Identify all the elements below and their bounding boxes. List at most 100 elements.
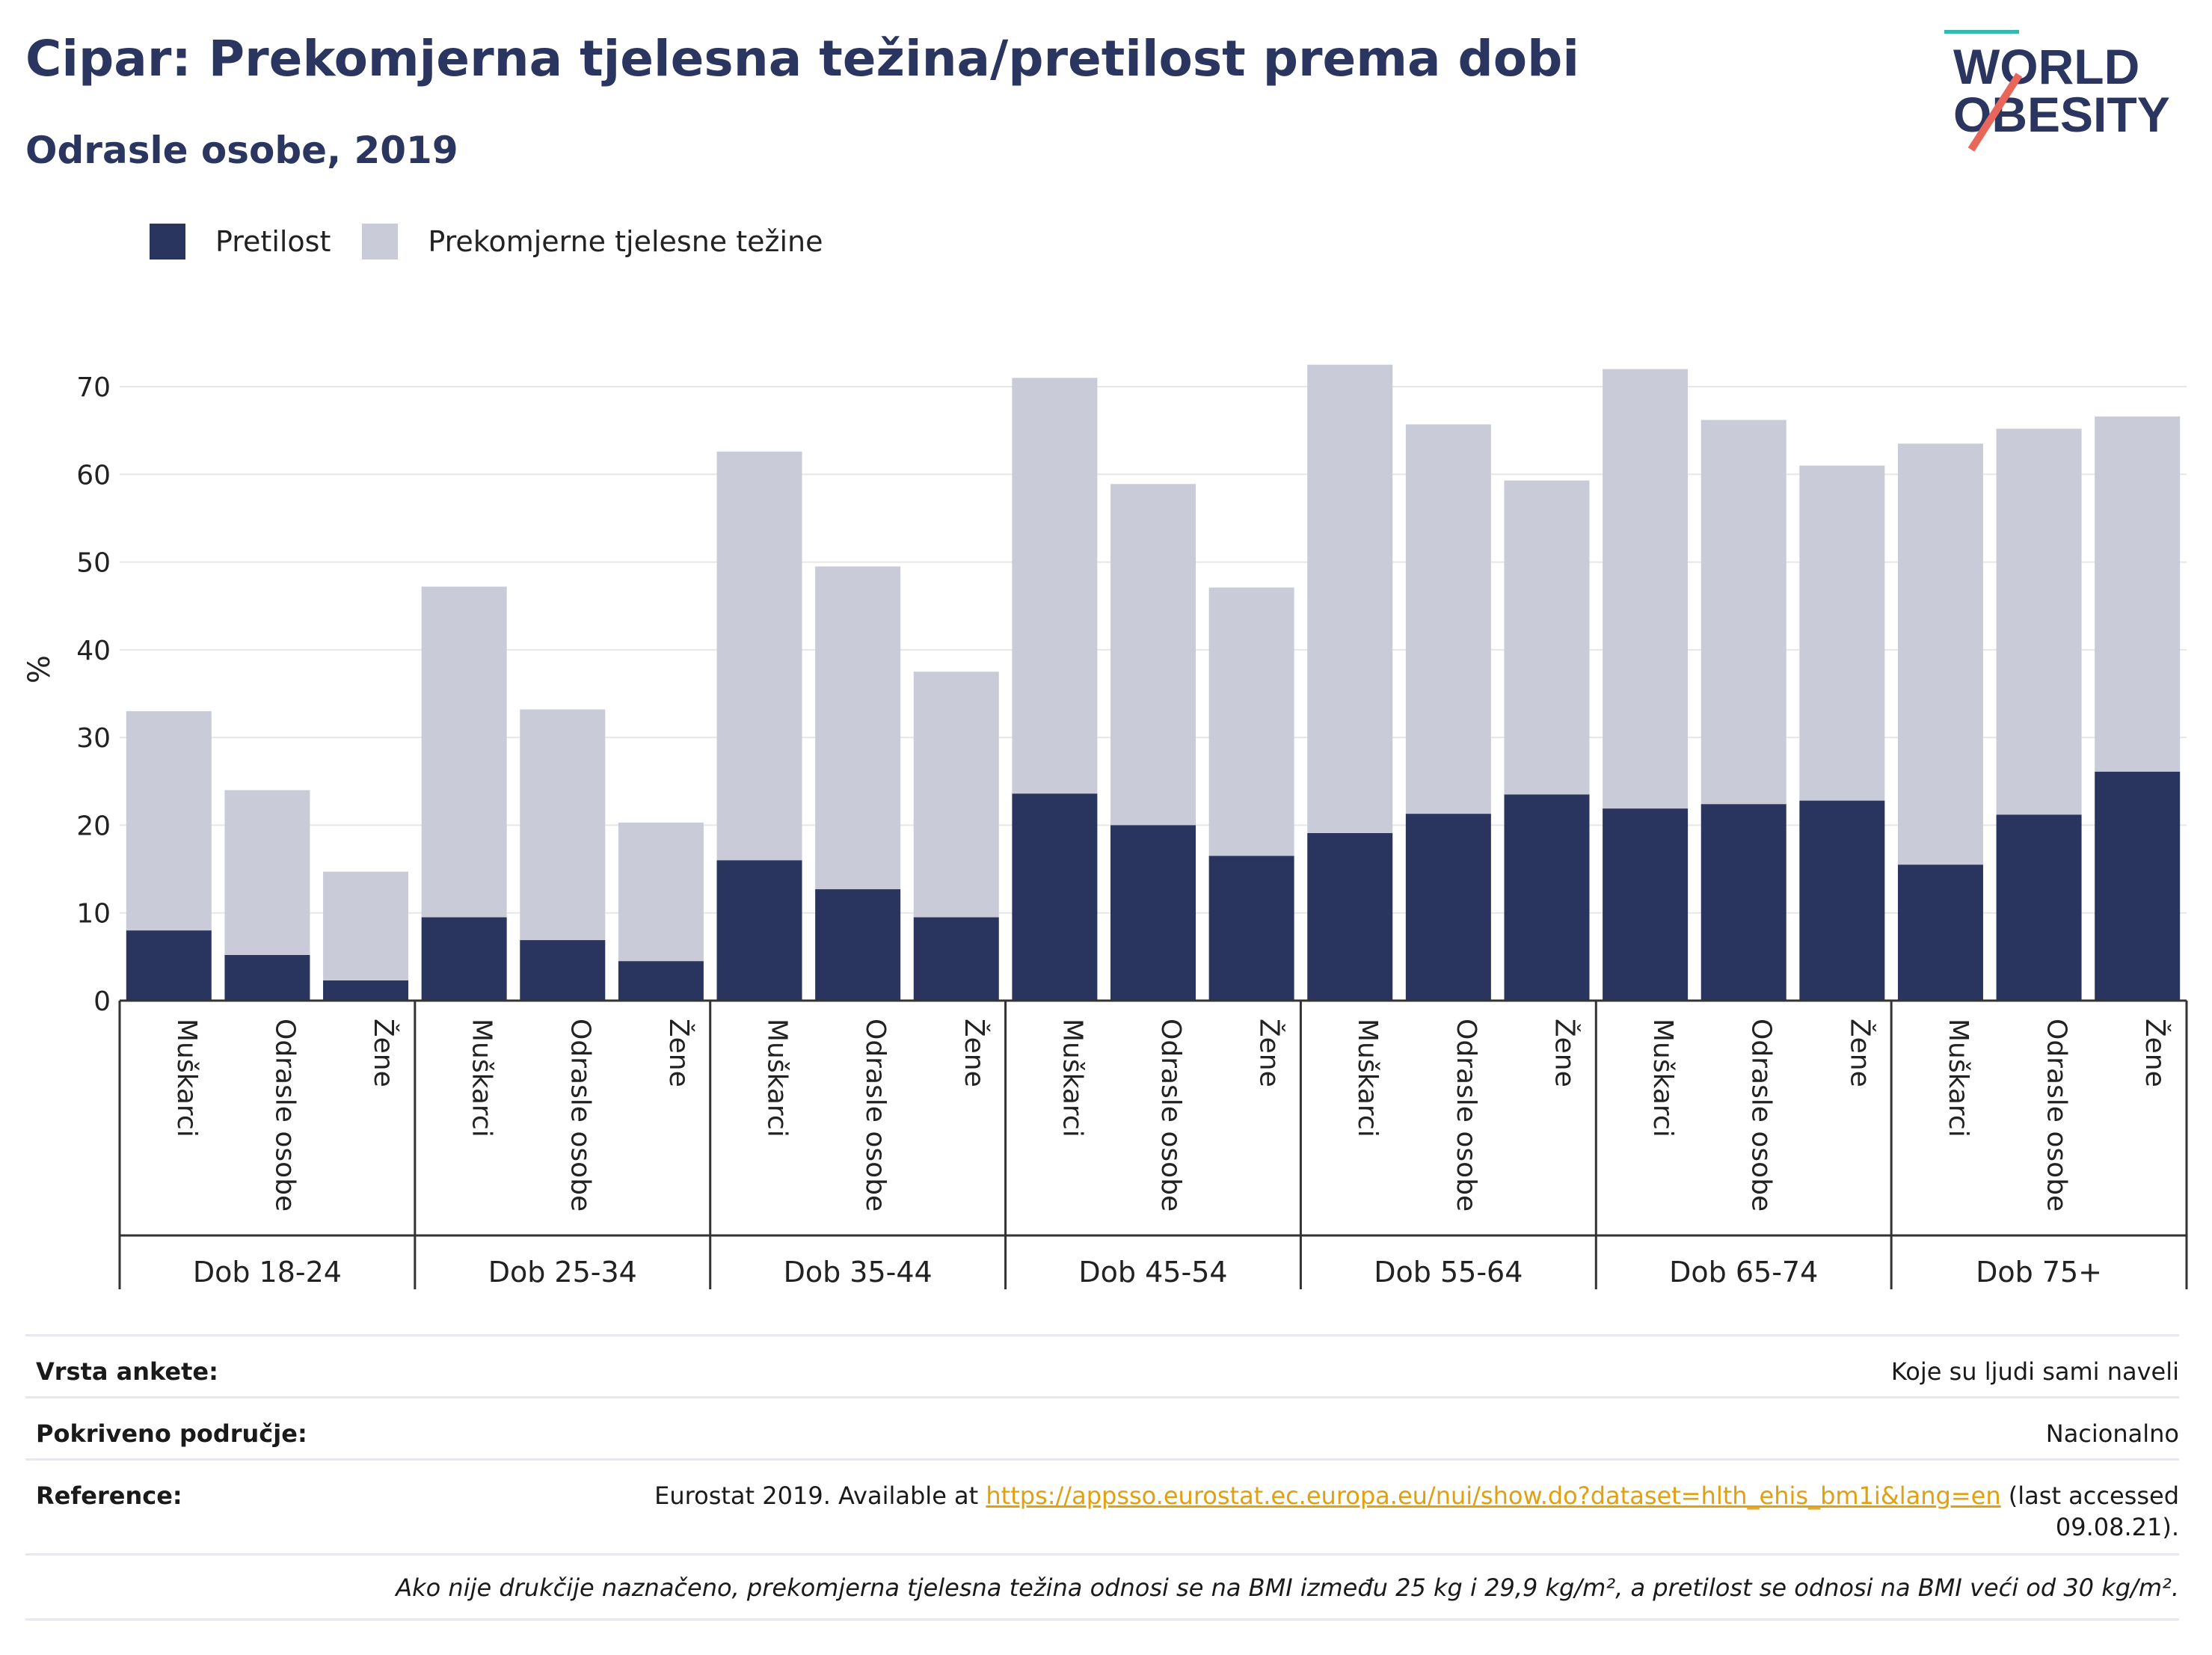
bar-overweight	[224, 790, 310, 956]
legend-item-overweight: Prekomjerne tjelesne težine	[362, 224, 823, 260]
bar-overweight	[1307, 364, 1393, 833]
x-category-label: Odrasle osobe	[1451, 1019, 1481, 1212]
bar-overweight	[1012, 378, 1098, 794]
x-category-label: Žene	[2139, 1019, 2171, 1087]
y-tick-label: 40	[76, 636, 111, 666]
world-obesity-logo: WORLD OBESITY	[1944, 30, 2170, 152]
x-category-label: Žene	[1844, 1019, 1875, 1087]
meta-key-reference: Reference:	[36, 1481, 182, 1510]
x-category-label: Žene	[959, 1019, 990, 1087]
x-category-label: Muškarci	[1943, 1019, 1973, 1137]
bar-overweight	[815, 566, 901, 890]
x-category-label: Odrasle osobe	[860, 1019, 891, 1212]
y-tick-label: 20	[76, 811, 111, 841]
bar-obesity	[421, 917, 507, 1001]
bar-overweight	[1504, 480, 1590, 795]
reference-line2: 09.08.21).	[2055, 1513, 2179, 1541]
bar-obesity	[618, 961, 704, 1001]
x-category-label: Žene	[368, 1019, 399, 1087]
bar-obesity	[323, 980, 409, 1001]
x-category-label: Muškarci	[1057, 1019, 1087, 1137]
bar-overweight	[1603, 369, 1689, 809]
bar-obesity	[1307, 832, 1393, 1001]
x-category-label: Muškarci	[467, 1019, 497, 1137]
x-category-label: Žene	[1549, 1019, 1580, 1087]
meta-row-reference: Reference: Eurostat 2019. Available at h…	[25, 1458, 2179, 1553]
meta-value-reference: Eurostat 2019. Available at https://apps…	[654, 1481, 2179, 1510]
logo-slash-coral	[1967, 73, 2023, 152]
bar-obesity	[224, 955, 310, 1001]
x-group-label: Dob 25-34	[488, 1256, 637, 1289]
bar-obesity	[520, 940, 606, 1001]
bar-obesity	[1701, 804, 1787, 1001]
bmi-definition-note: Ako nije drukčije naznačeno, prekomjerna…	[396, 1573, 2179, 1602]
x-group-label: Dob 18-24	[193, 1256, 342, 1289]
bar-overweight	[323, 871, 409, 981]
bar-obesity	[126, 930, 212, 1001]
bar-obesity	[1405, 814, 1491, 1001]
x-category-label: Odrasle osobe	[269, 1019, 300, 1212]
bar-overweight	[913, 672, 999, 918]
legend-label-overweight: Prekomjerne tjelesne težine	[428, 225, 823, 258]
bar-overweight	[1799, 465, 1885, 801]
y-tick-label: 10	[76, 899, 111, 930]
x-group-label: Dob 75+	[1976, 1256, 2102, 1289]
x-group-label: Dob 45-54	[1078, 1256, 1227, 1289]
x-group-label: Dob 65-74	[1669, 1256, 1818, 1289]
meta-value-coverage: Nacionalno	[2045, 1419, 2179, 1448]
meta-value-survey-type: Koje su ljudi sami naveli	[1890, 1357, 2179, 1386]
y-tick-label: 30	[76, 723, 111, 754]
bar-overweight	[2095, 416, 2181, 772]
x-group-label: Dob 55-64	[1374, 1256, 1523, 1289]
bar-overweight	[1701, 420, 1787, 805]
legend-swatch-overweight	[362, 224, 399, 260]
x-category-label: Žene	[663, 1019, 695, 1087]
y-tick-label: 70	[76, 372, 111, 403]
bar-obesity	[1996, 814, 2082, 1001]
meta-row-note: Ako nije drukčije naznačeno, prekomjerna…	[25, 1553, 2179, 1621]
reference-suffix: (last accessed	[2000, 1481, 2179, 1510]
stacked-bar-chart: 0 10 20 30 40 50 60 70% Muškarci Odrasle osobe Žen…	[22, 364, 2188, 1289]
meta-row-survey-type: Vrsta ankete: Koje su ljudi sami naveli	[25, 1334, 2179, 1396]
bar-overweight	[1208, 587, 1294, 856]
bar-obesity	[1012, 793, 1098, 1001]
legend-swatch-obesity	[150, 224, 185, 260]
x-category-label: Odrasle osobe	[2042, 1019, 2072, 1212]
survey-info-table: Vrsta ankete: Koje su ljudi sami naveli …	[25, 1334, 2179, 1621]
bar-obesity	[1897, 865, 1983, 1001]
y-tick-label: 0	[93, 986, 111, 1017]
bar-obesity	[716, 860, 802, 1001]
page-title: Cipar: Prekomjerna tjelesna težina/preti…	[25, 30, 1580, 87]
meta-key-coverage: Pokriveno područje:	[36, 1419, 307, 1448]
x-category-label: Muškarci	[762, 1019, 793, 1137]
meta-row-coverage: Pokriveno područje: Nacionalno	[25, 1396, 2179, 1458]
bar-overweight	[520, 709, 606, 941]
x-category-label: Odrasle osobe	[1155, 1019, 1186, 1212]
bar-overweight	[1110, 484, 1196, 826]
x-category-label: Odrasle osobe	[565, 1019, 595, 1212]
x-category-label: Muškarci	[1647, 1019, 1678, 1137]
page-subtitle: Odrasle osobe, 2019	[25, 129, 458, 172]
x-category-label: Muškarci	[1352, 1019, 1383, 1137]
bar-obesity	[1208, 856, 1294, 1001]
reference-prefix: Eurostat 2019. Available at	[654, 1481, 986, 1510]
logo-line1: WORLD	[1953, 39, 2139, 94]
bar-obesity	[913, 917, 999, 1001]
bar-overweight	[421, 586, 507, 918]
meta-key-survey-type: Vrsta ankete:	[36, 1357, 218, 1386]
x-category-label: Žene	[1254, 1019, 1285, 1087]
y-axis-label: %	[22, 655, 57, 684]
reference-link[interactable]: https://appsso.eurostat.ec.europa.eu/nui…	[986, 1481, 2001, 1510]
bar-overweight	[1897, 443, 1983, 865]
y-tick-label: 50	[76, 548, 111, 579]
bar-obesity	[1799, 800, 1885, 1001]
bar-obesity	[1110, 825, 1196, 1001]
bar-obesity	[2095, 771, 2181, 1001]
x-category-label: Odrasle osobe	[1746, 1019, 1777, 1212]
bar-overweight	[716, 451, 802, 861]
y-tick-label: 60	[76, 460, 111, 491]
bar-obesity	[1504, 794, 1590, 1001]
bar-overweight	[1996, 429, 2082, 815]
legend-label-obesity: Pretilost	[215, 225, 331, 258]
bar-obesity	[1603, 808, 1689, 1001]
